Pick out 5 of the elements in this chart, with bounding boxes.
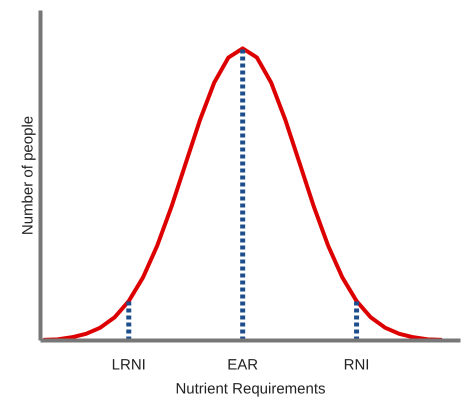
x-axis-title: Nutrient Requirements [175, 380, 326, 398]
x-tick-label: EAR [227, 356, 258, 374]
x-tick-label: RNI [344, 356, 370, 374]
x-tick-label: LRNI [112, 356, 146, 374]
y-axis-title: Number of people [20, 116, 36, 236]
